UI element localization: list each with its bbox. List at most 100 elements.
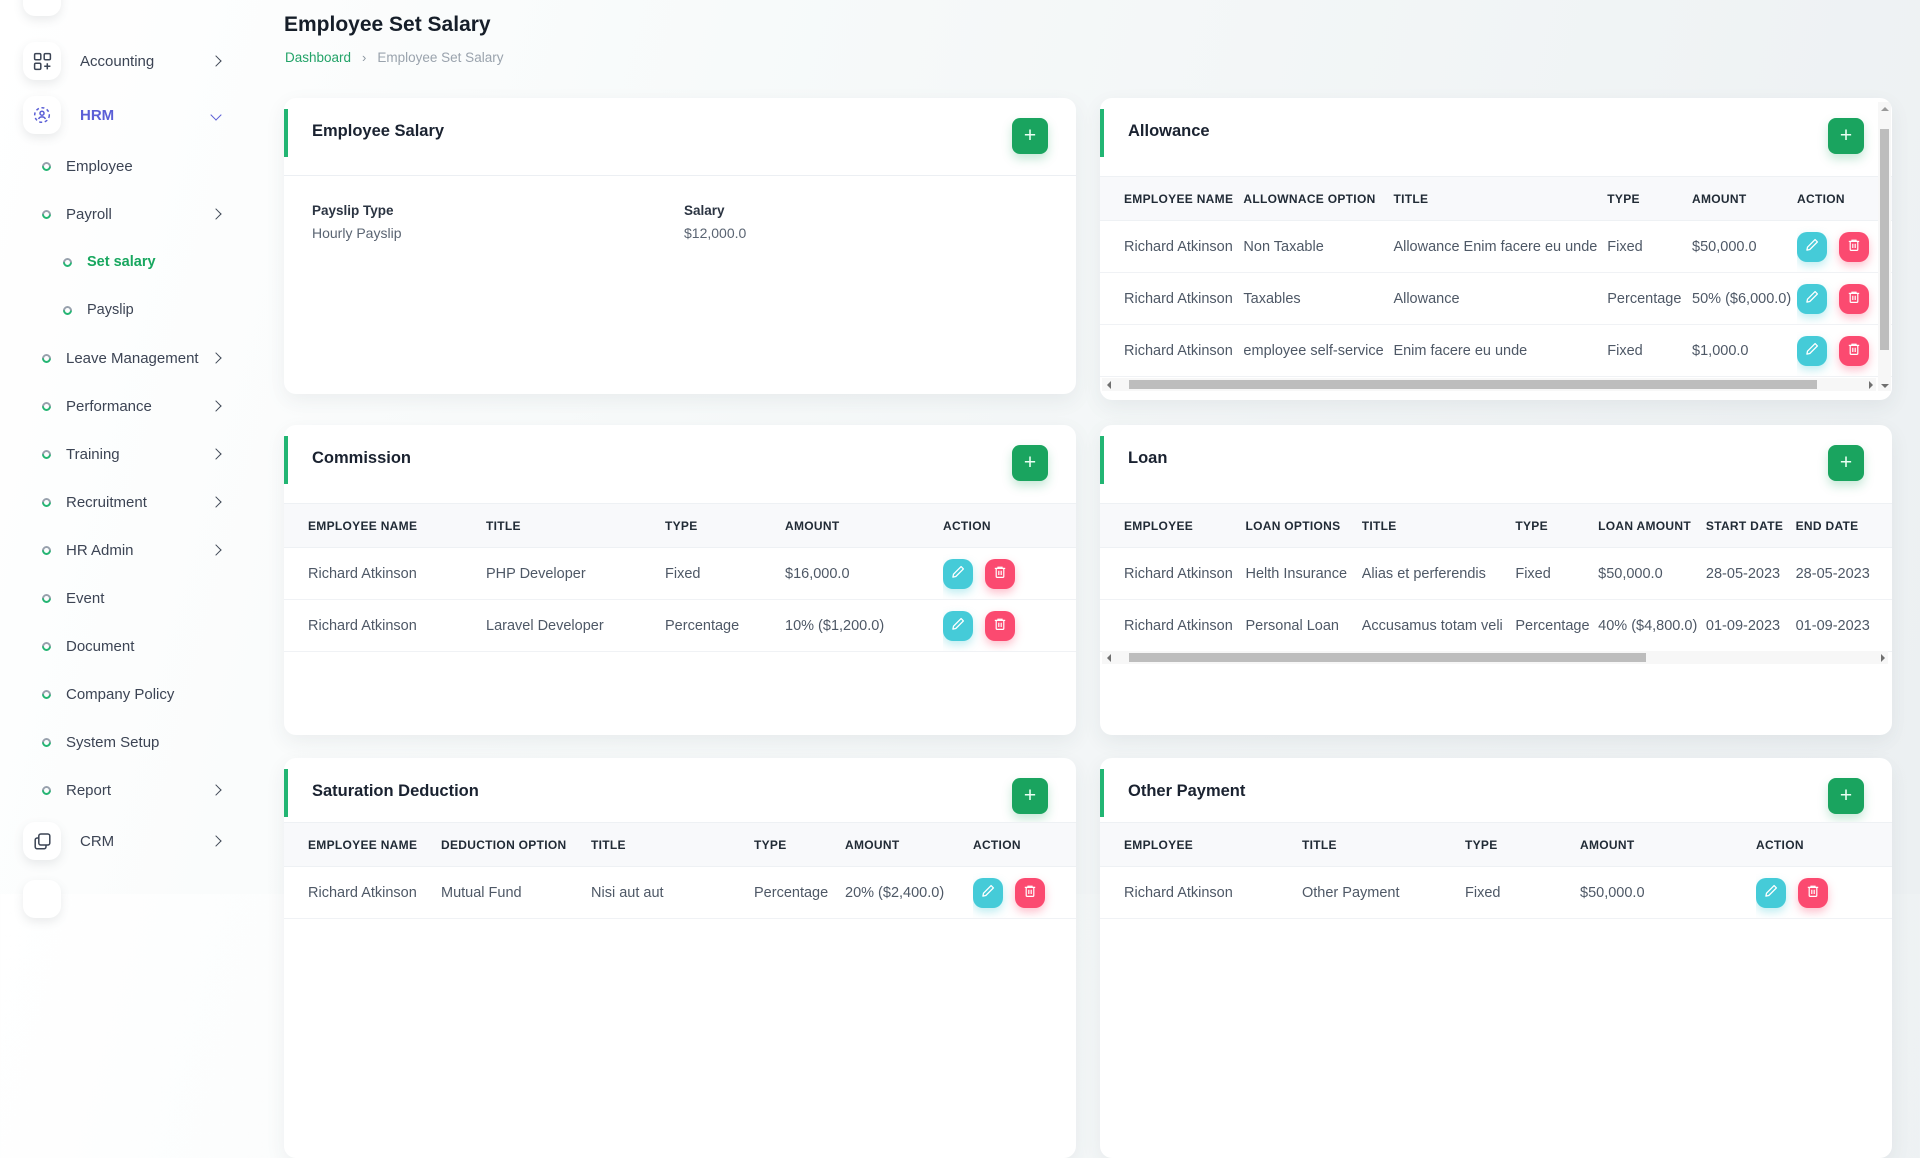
add-loan-button[interactable]: + [1828,445,1864,481]
card-divider [284,175,1076,176]
delete-button[interactable] [1015,877,1045,908]
delete-button[interactable] [1839,283,1870,314]
column-header: TITLE [591,822,754,867]
table-cell: Richard Atkinson [1100,866,1302,919]
commission-card-title: Commission [312,449,412,467]
table-cell: Richard Atkinson [1100,547,1246,600]
scroll-up-arrow-icon[interactable] [1878,102,1891,115]
loan-card: Loan + EMPLOYEE LOAN OPTIONS TITLE TYPE LOAN… [1100,425,1892,735]
edit-button[interactable] [1797,283,1828,314]
add-commission-button[interactable]: + [1012,445,1048,481]
edit-button[interactable] [1756,877,1786,908]
add-other-payment-button[interactable]: + [1828,778,1864,814]
edit-button[interactable] [943,610,973,641]
table-cell: Fixed [665,547,785,600]
sidebar-item-label: Set salary [87,254,156,270]
column-header: END DATE [1795,503,1892,548]
scrollbar-thumb[interactable] [1129,653,1646,662]
delete-button[interactable] [1839,231,1870,262]
table-cell: Enim facere eu unde [1393,324,1608,377]
table-cell: Richard Atkinson [1100,324,1244,377]
scroll-right-arrow-icon[interactable] [1875,651,1888,664]
edit-button[interactable] [1797,231,1828,262]
table-row: Richard Atkinson Non Taxable Allowance Eni… [1100,220,1892,273]
sidebar-item-set-salary[interactable]: Set salary [0,238,285,286]
horizontal-scrollbar[interactable] [1102,378,1876,391]
scroll-left-arrow-icon[interactable] [1102,651,1115,664]
column-header: LOAN AMOUNT [1598,503,1706,548]
edit-button[interactable] [943,558,973,589]
column-header: ACTION [1797,176,1892,221]
scroll-down-arrow-icon[interactable] [1878,378,1891,391]
sidebar-item-system-setup[interactable]: System Setup [0,718,285,766]
scroll-right-arrow-icon[interactable] [1863,378,1876,391]
sidebar-item-document[interactable]: Document [0,622,285,670]
sidebar-item-company-policy[interactable]: Company Policy [0,670,285,718]
sidebar-item-label: Training [66,445,120,463]
allowance-table: EMPLOYEE NAME ALLOWNACE OPTION TITLE TYPE AM… [1100,176,1892,377]
sidebar-item-recruitment[interactable]: Recruitment [0,478,285,526]
chevron-right-icon [210,544,222,556]
allowance-table-wrap: EMPLOYEE NAME ALLOWNACE OPTION TITLE TYPE AM… [1100,176,1892,378]
sidebar-item-label: Performance [66,397,152,415]
sidebar-item-report[interactable]: Report [0,766,285,814]
pencil-icon [1805,238,1819,255]
crm-icon [23,822,61,860]
sidebar-nav: Accounting HRM Employee Payroll Set salary Pa… [0,34,285,868]
horizontal-scrollbar[interactable] [1102,651,1888,664]
salary-field: Salary $12,000.0 [684,203,746,241]
edit-button[interactable] [1797,335,1828,366]
chevron-right-icon [210,352,222,364]
table-cell: $50,000.0 [1598,547,1706,600]
table-cell: 28-05-2023 [1705,547,1796,600]
sidebar-item-label: System Setup [66,733,160,751]
sidebar-item-event[interactable]: Event [0,574,285,622]
delete-button[interactable] [985,558,1015,589]
delete-button[interactable] [985,610,1015,641]
bullet-icon [61,303,74,317]
sidebar-item-payslip[interactable]: Payslip [0,286,285,334]
sidebar-item-employee[interactable]: Employee [0,142,285,190]
action-cell [973,866,1076,919]
column-header: TITLE [1361,503,1516,548]
add-saturation-deduction-button[interactable]: + [1012,778,1048,814]
sidebar-item-training[interactable]: Training [0,430,285,478]
sidebar-item-performance[interactable]: Performance [0,382,285,430]
edit-button[interactable] [973,877,1003,908]
table-cell: Fixed [1607,220,1693,273]
saturation-deduction-table-wrap: EMPLOYEE NAME DEDUCTION OPTION TITLE TYPE AM… [284,822,1076,982]
bullet-icon [40,447,53,461]
vertical-scrollbar[interactable] [1878,102,1891,391]
sidebar-item-label: HRM [80,106,115,124]
scrollbar-thumb[interactable] [1880,129,1889,350]
sidebar-item-payroll[interactable]: Payroll [0,190,285,238]
table-cell: Fixed [1607,324,1693,377]
payslip-type-label: Payslip Type [312,203,394,218]
table-cell: Helth Insurance [1245,547,1362,600]
card-accent-bar [1100,436,1104,484]
table-cell: Allowance [1393,272,1608,325]
breadcrumb-dashboard-link[interactable]: Dashboard [285,50,352,65]
saturation-deduction-card-title: Saturation Deduction [312,782,479,800]
scrollbar-thumb[interactable] [1129,380,1818,389]
delete-button[interactable] [1839,335,1870,366]
table-cell: Fixed [1515,547,1599,600]
sidebar-item-hr-admin[interactable]: HR Admin [0,526,285,574]
column-header: EMPLOYEE NAME [1100,176,1244,221]
sidebar-item-accounting[interactable]: Accounting [0,34,285,88]
sidebar-item-leave-management[interactable]: Leave Management [0,334,285,382]
sidebar-item-hrm[interactable]: HRM [0,88,285,142]
table-cell: 28-05-2023 [1795,547,1892,600]
sidebar-item-crm[interactable]: CRM [0,814,285,868]
trash-icon [1806,884,1820,901]
loan-table-wrap: EMPLOYEE LOAN OPTIONS TITLE TYPE LOAN AMOUNT… [1100,503,1892,653]
delete-button[interactable] [1798,877,1828,908]
card-accent-bar [1100,109,1104,157]
add-allowance-button[interactable]: + [1828,118,1864,154]
add-employee-salary-button[interactable]: + [1012,118,1048,154]
scroll-left-arrow-icon[interactable] [1102,378,1115,391]
table-cell: Richard Atkinson [284,866,441,919]
table-row: Richard Atkinson employee self-service Eni… [1100,324,1892,377]
table-cell: 01-09-2023 [1795,599,1892,652]
table-cell: Percentage [1515,599,1599,652]
